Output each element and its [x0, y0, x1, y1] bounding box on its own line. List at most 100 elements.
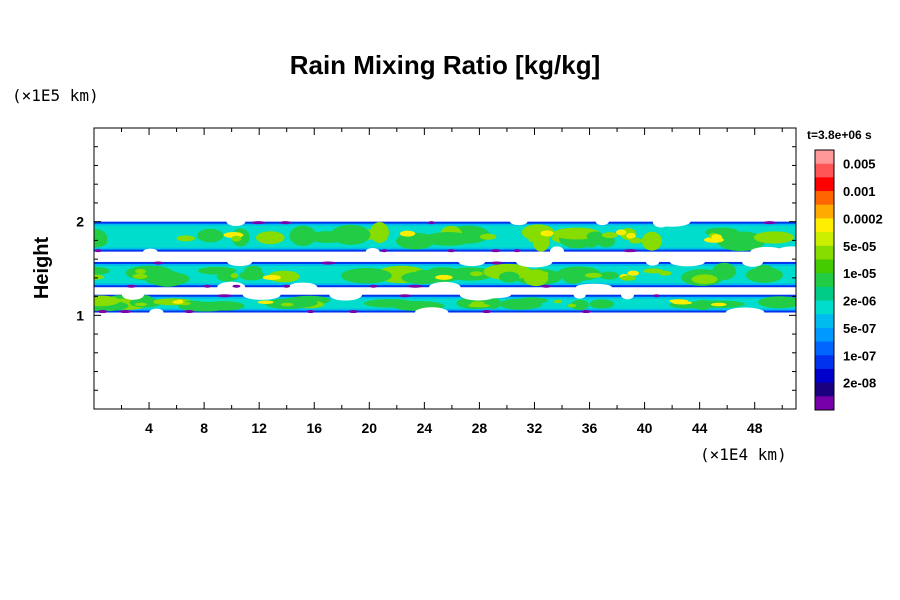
rain-cell-peak [643, 268, 664, 274]
x-tick-label: 8 [200, 420, 208, 436]
x-tick-label: 24 [417, 420, 433, 436]
rain-cell-peak [620, 275, 636, 281]
rain-cell [586, 231, 604, 242]
band-speck [282, 284, 291, 288]
band-gap [575, 283, 612, 291]
band-gap [217, 281, 246, 293]
band-gap [652, 215, 670, 228]
y-tick-label: 1 [76, 307, 84, 323]
y-unit-label: (×1E5 km) [12, 86, 99, 105]
rain-cell [363, 299, 416, 308]
rain-cell [757, 296, 796, 309]
rain-cell [308, 231, 347, 243]
rain-cell-peak [584, 272, 603, 278]
rain-cell-peak [601, 232, 618, 239]
band-gap [459, 288, 498, 301]
colorbar-swatch [815, 341, 834, 356]
band-gap [776, 246, 796, 257]
rain-cell [423, 232, 474, 246]
band-gap [458, 257, 486, 267]
rain-cell [289, 225, 317, 246]
colorbar-swatch [815, 300, 834, 315]
rain-band-lower [94, 288, 796, 318]
colorbar: 0.005 0.001 0.0002 5e-05 1e-05 2e-06 5e-07 1e-0… [814, 149, 883, 411]
rain-cell [244, 265, 262, 275]
colorbar-label: 2e-08 [843, 376, 876, 391]
rain-cell [523, 269, 549, 287]
band-gap [149, 308, 164, 317]
rain-band-upper [94, 215, 796, 257]
rain-cell-peak [540, 230, 554, 237]
rain-cell-peak [479, 233, 497, 240]
colorbar-swatch [815, 218, 834, 233]
rain-cell [94, 266, 111, 275]
rain-cell [521, 297, 549, 304]
y-axis-title: Height [31, 237, 53, 300]
x-tick-label: 4 [145, 420, 153, 436]
y-tick-label: 2 [76, 214, 84, 230]
colorbar-swatch [815, 382, 834, 397]
rain-cell [498, 271, 520, 283]
rain-cell [717, 231, 766, 252]
band-speck [653, 294, 660, 298]
x-unit-label: (×1E4 km) [700, 445, 787, 464]
rain-cell [691, 274, 718, 285]
colorbar-swatch [815, 355, 834, 370]
colorbar-label: 0.001 [843, 184, 876, 199]
colorbar-label: 1e-05 [843, 266, 876, 281]
band-speck [541, 284, 551, 288]
x-tick-label: 16 [306, 420, 322, 436]
plot-area [94, 215, 796, 318]
band-speck [490, 249, 501, 253]
rain-cell [341, 268, 392, 284]
rain-cell-peak [176, 235, 196, 242]
rain-cell-peak [262, 274, 281, 281]
colorbar-swatch [815, 259, 834, 274]
rain-cell-peak [669, 299, 689, 303]
band-speck [623, 249, 638, 253]
band-speck [203, 284, 211, 288]
rain-cell-peak [280, 302, 294, 307]
band-speck [398, 294, 412, 298]
band-speck [369, 284, 378, 288]
rain-cell-peak [469, 271, 483, 277]
rain-cell-peak [134, 302, 147, 307]
band-gap [226, 217, 246, 227]
colorbar-label: 0.005 [843, 157, 876, 172]
rain-cell [754, 264, 774, 276]
rain-cell-peak [135, 268, 147, 274]
band-speck [251, 221, 266, 225]
rain-cell [255, 231, 285, 245]
band-gap [227, 257, 253, 267]
band-gap [621, 290, 634, 300]
band-speck [348, 310, 359, 314]
band-speck [447, 249, 456, 253]
rain-cell [753, 231, 795, 244]
rain-cell [599, 271, 619, 280]
band-speck [184, 310, 195, 314]
colorbar-label: 2e-06 [843, 294, 876, 309]
colorbar-swatch [815, 150, 834, 165]
x-tick-label: 12 [251, 420, 267, 436]
rain-cell-peak [553, 299, 563, 304]
band-speck [481, 310, 492, 314]
rain-cell-peak [567, 303, 577, 308]
rain-band-middle [94, 256, 796, 293]
colorbar-swatch [815, 177, 834, 192]
colorbar-label: 0.0002 [843, 211, 883, 226]
colorbar-swatch [815, 286, 834, 302]
rain-cell [195, 302, 218, 311]
band-speck [381, 249, 388, 253]
band-speck [153, 261, 164, 265]
band-gap [573, 290, 586, 299]
band-gap [750, 246, 784, 257]
band-gap [549, 246, 565, 257]
band-speck [428, 221, 435, 225]
band-speck [126, 284, 137, 288]
x-tick-label: 44 [692, 420, 708, 436]
band-speck [407, 284, 423, 288]
rain-cell [94, 295, 120, 307]
band-gap [288, 282, 318, 292]
rain-cell [150, 270, 185, 287]
